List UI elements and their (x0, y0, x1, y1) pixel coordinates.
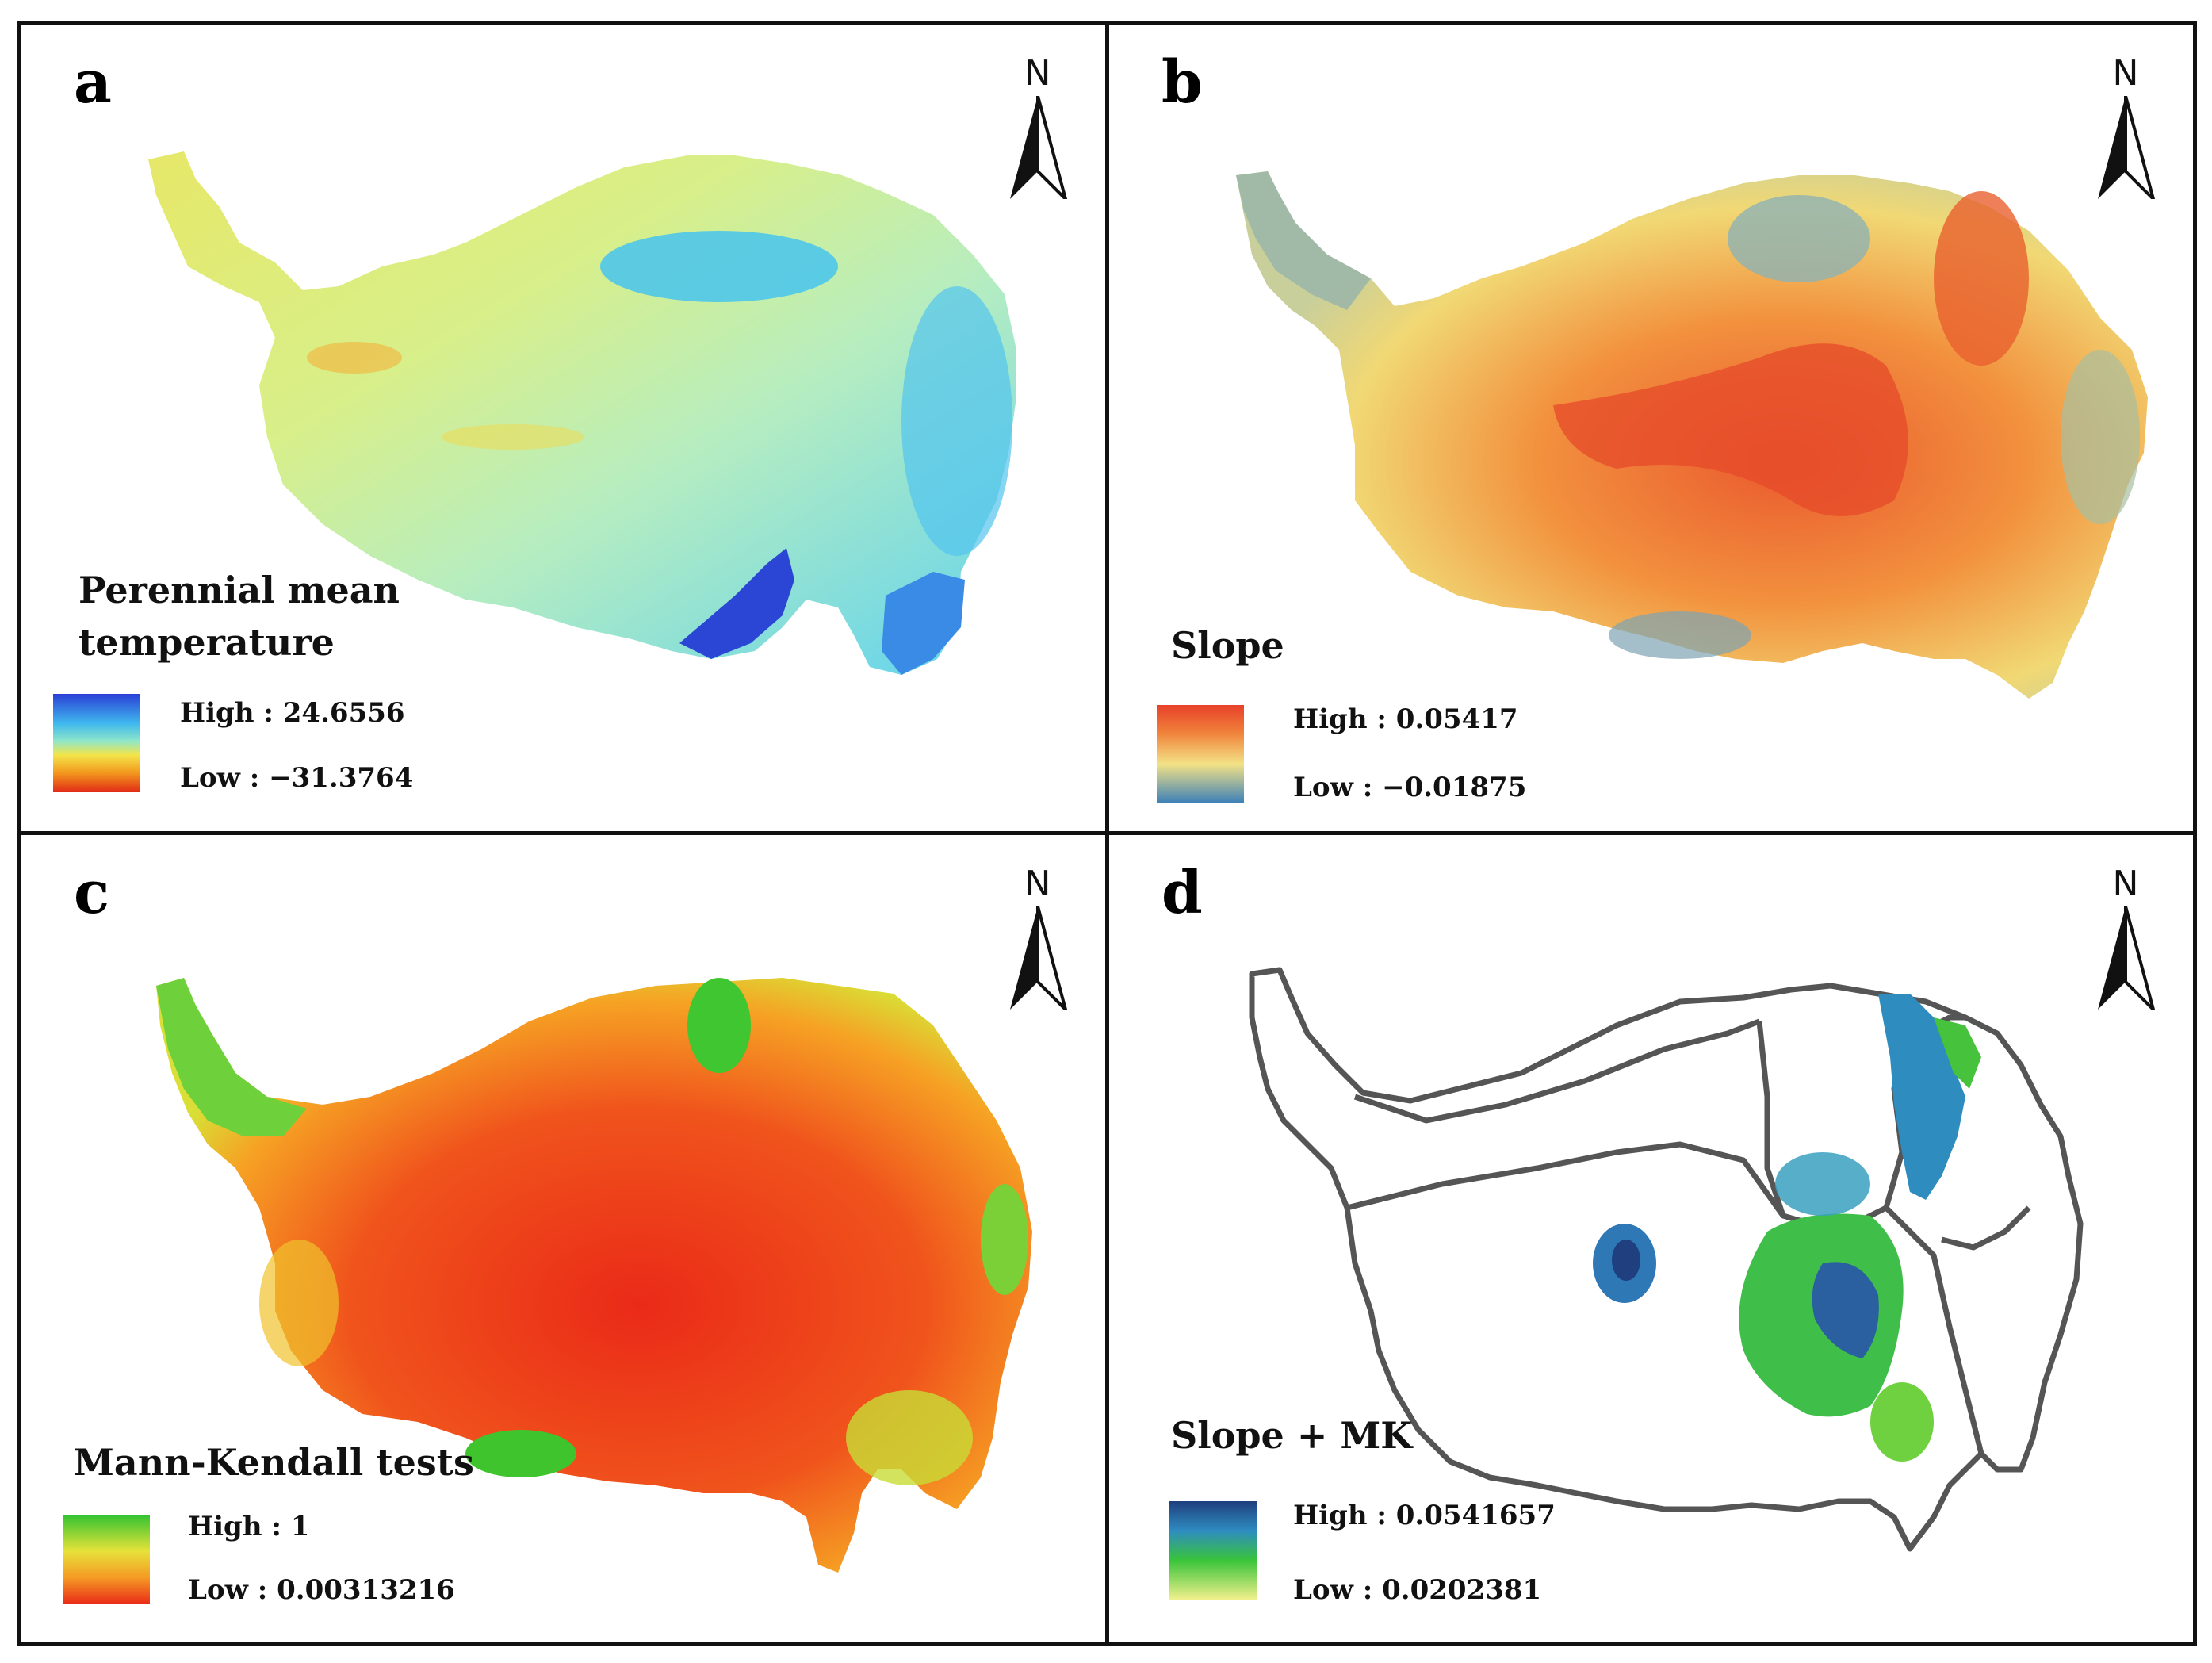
west-tail-cool (1236, 171, 1371, 310)
panel-letter: c (74, 859, 110, 927)
cool-patch-south (1609, 611, 1751, 659)
north-arrow-icon (2098, 96, 2156, 199)
panel-d: d N Slope + MK High : 0.0541657 Low : 0.… (1105, 831, 2197, 1646)
internal-boundary-3 (1346, 1141, 1785, 1218)
panel-letter: b (1161, 48, 1203, 117)
map-title: Mann-Kendall tests (74, 1441, 474, 1484)
significant-zone-northeast-edge (1934, 1017, 1981, 1089)
map-title: Slope (1171, 624, 1284, 667)
legend-color-ramp (1157, 705, 1244, 803)
internal-boundary-1 (1353, 1018, 1761, 1124)
north-arrow-icon (1010, 96, 1068, 199)
green-patch-south (465, 1430, 576, 1477)
significant-zone-central-core (1812, 1262, 1879, 1358)
legend-low-label: Low : −0.01875 (1293, 772, 1527, 803)
significant-zone-west-core (1612, 1240, 1640, 1281)
legend-high-label: High : 0.0541657 (1293, 1500, 1556, 1531)
warm-strip-west (307, 342, 402, 374)
hot-patch-northeast (1934, 191, 2029, 366)
map-title-line-1: Perennial mean (78, 569, 400, 611)
cool-patch-north (1728, 195, 1870, 282)
temperature-map (148, 151, 1016, 675)
north-label: N (1024, 864, 1051, 904)
north-arrow: N (1002, 864, 1073, 1014)
slope-mk-map (1249, 967, 2084, 1552)
panel-c: c N Mann-Kendall tests High : 1 Low : 0.… (17, 831, 1109, 1646)
west-tail-green (156, 978, 307, 1136)
cool-patch-east (2061, 350, 2140, 524)
panel-a: a N Perennial mean temperature High : 24… (17, 21, 1109, 835)
slope-map (1236, 171, 2148, 699)
cold-region-north (600, 231, 838, 302)
cold-region-east (901, 286, 1012, 556)
north-arrow: N (1002, 53, 1073, 204)
warm-strip-center (442, 424, 584, 450)
north-label: N (2112, 864, 2139, 904)
legend-low-label: Low : 0.00313216 (188, 1574, 455, 1606)
yellow-patch-southeast (846, 1390, 973, 1485)
north-label: N (1024, 53, 1051, 94)
hot-band (1553, 343, 1908, 516)
significant-zone-north-central (1775, 1152, 1870, 1216)
plateau-outline (1249, 967, 2084, 1552)
north-arrow: N (2090, 864, 2161, 1014)
green-patch-north (687, 978, 751, 1073)
legend-color-ramp (1169, 1501, 1257, 1600)
panel-letter: d (1161, 859, 1203, 927)
legend-low-label: Low : 0.0202381 (1293, 1574, 1542, 1606)
legend-color-ramp (63, 1515, 150, 1604)
north-arrow-icon (1010, 906, 1068, 1010)
internal-boundary-5 (1941, 1205, 2031, 1251)
legend-high-label: High : 0.05417 (1293, 703, 1518, 735)
legend-high-label: High : 24.6556 (180, 697, 405, 729)
yellow-patch-west (259, 1240, 339, 1366)
north-arrow-icon (2098, 906, 2156, 1010)
north-label: N (2112, 53, 2139, 94)
north-arrow: N (2090, 53, 2161, 204)
map-title: Slope + MK (1171, 1414, 1413, 1457)
legend-color-ramp (53, 694, 140, 792)
significant-zone-southeast (1870, 1382, 1934, 1462)
cold-region-south (679, 548, 794, 659)
map-title-line-2: temperature (78, 621, 335, 664)
green-patch-east (981, 1184, 1028, 1295)
mann-kendall-map (156, 978, 1032, 1573)
legend-low-label: Low : −31.3764 (180, 762, 414, 794)
panel-b: b N Slope High : 0.05417 Low : −0.01875 (1105, 21, 2197, 835)
cold-region-southeast (882, 572, 965, 675)
plateau-shape (156, 978, 1032, 1573)
map-title: Perennial mean temperature (78, 564, 400, 669)
panel-letter: a (74, 48, 112, 117)
internal-boundary-4 (1884, 1205, 1984, 1454)
legend-high-label: High : 1 (188, 1511, 310, 1542)
